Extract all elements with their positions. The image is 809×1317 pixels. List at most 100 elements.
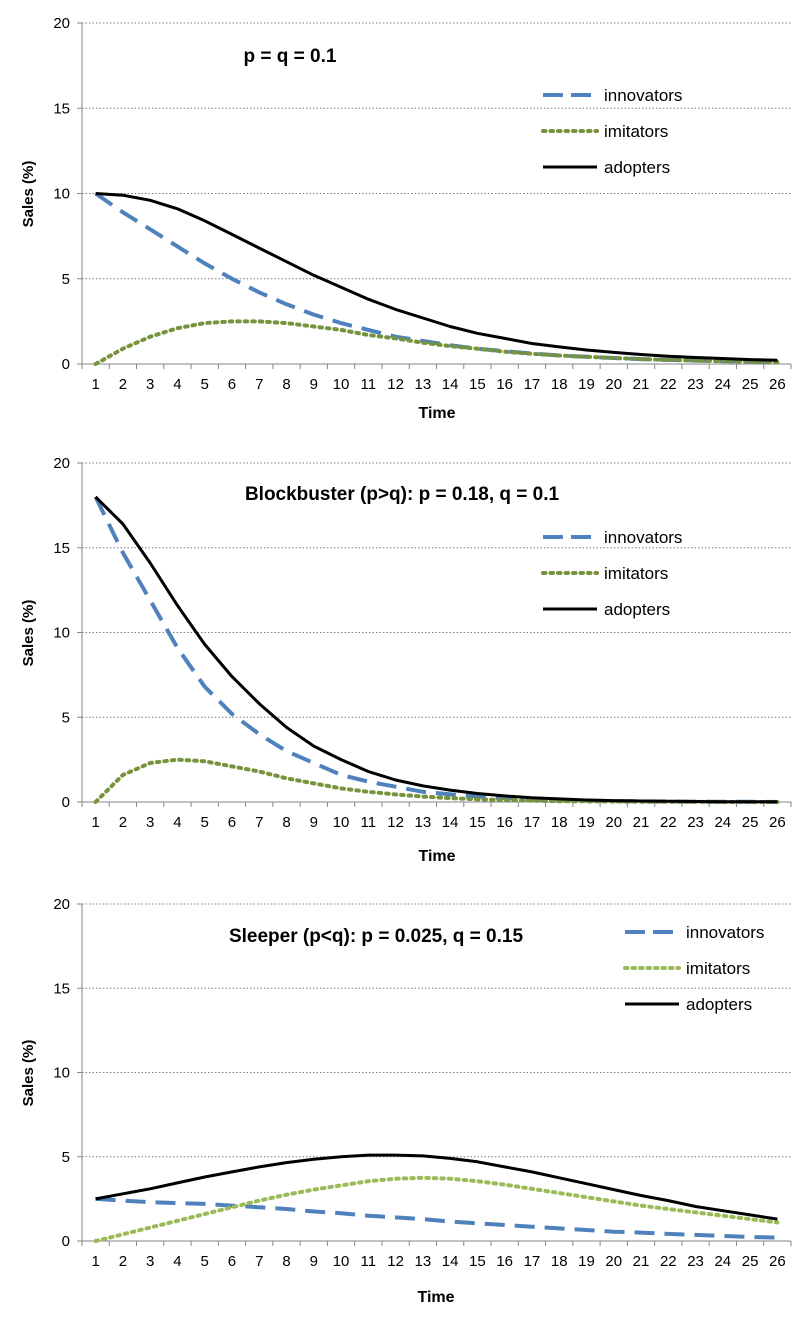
y-tick-label: 0 [62, 1233, 70, 1250]
x-tick-label: 10 [333, 376, 350, 393]
x-tick-label: 15 [469, 376, 486, 393]
x-tick-label: 7 [255, 1253, 263, 1270]
x-tick-label: 9 [310, 1253, 318, 1270]
y-tick-label: 15 [53, 540, 70, 557]
y-tick-label: 10 [53, 1065, 70, 1082]
x-tick-label: 26 [769, 376, 786, 393]
legend-label-imitators: imitators [604, 564, 668, 583]
x-tick-label: 9 [310, 376, 318, 393]
chart-1-ylabel: Sales (%) [20, 161, 37, 228]
x-tick-label: 16 [496, 1253, 513, 1270]
y-tick-label: 0 [62, 356, 70, 373]
y-tick-label: 10 [53, 186, 70, 203]
legend-label-innovators: innovators [686, 923, 764, 942]
chart-3-xlabel: Time [417, 1289, 454, 1306]
x-tick-label: 5 [201, 376, 209, 393]
chart-3-title: Sleeper (p<q): p = 0.025, q = 0.15 [229, 926, 524, 947]
y-tick-label: 5 [62, 271, 70, 288]
chart-2-series [93, 495, 780, 804]
chart-2-xlabel: Time [418, 848, 455, 865]
chart-2-legend: innovators imitators adopters [541, 528, 682, 619]
chart-1-xlabel: Time [418, 405, 455, 422]
chart-3-xticks: 1 2 3 4 5 6 7 8 9 10 11 12 13 14 15 16 17 18 19 20 21 22 23 24 2… [91, 1253, 785, 1270]
x-tick-label: 1 [91, 814, 99, 831]
x-tick-label: 13 [415, 376, 432, 393]
series-line-imitators [93, 319, 780, 366]
x-tick-label: 12 [387, 814, 404, 831]
chart-1-series [93, 191, 780, 366]
x-tick-label: 25 [742, 814, 759, 831]
x-tick-label: 11 [361, 1253, 377, 1270]
chart-3-ylabel: Sales (%) [20, 1040, 37, 1107]
x-tick-label: 21 [633, 376, 650, 393]
x-tick-label: 3 [146, 1253, 154, 1270]
x-tick-label: 6 [228, 376, 236, 393]
x-tick-label: 23 [687, 814, 704, 831]
series-line-adopters [95, 1153, 778, 1221]
x-tick-label: 5 [201, 1253, 209, 1270]
series-line-imitators [93, 757, 780, 804]
x-tick-label: 13 [415, 1253, 432, 1270]
chart-2-xticks: 1 2 3 4 5 6 7 8 9 10 11 12 13 14 15 16 17 18 19 20 21 22 23 24 2… [91, 814, 785, 831]
chart-1-legend: innovators imitators adopters [541, 86, 682, 177]
y-tick-label: 15 [53, 100, 70, 117]
series-line-adopters [94, 495, 778, 804]
x-tick-label: 3 [146, 376, 154, 393]
x-tick-label: 19 [578, 814, 595, 831]
x-tick-label: 1 [91, 1253, 99, 1270]
chart-2-axes [77, 462, 792, 807]
x-tick-label: 13 [415, 814, 432, 831]
x-tick-label: 17 [524, 1253, 541, 1270]
legend-label-innovators: innovators [604, 86, 682, 105]
x-tick-label: 3 [146, 814, 154, 831]
x-tick-label: 21 [633, 814, 650, 831]
x-tick-label: 24 [714, 814, 731, 831]
x-tick-label: 25 [742, 376, 759, 393]
x-tick-label: 2 [119, 1253, 127, 1270]
legend-label-innovators: innovators [604, 528, 682, 547]
chart-1-title: p = q = 0.1 [244, 46, 337, 67]
x-tick-label: 19 [578, 376, 595, 393]
x-tick-label: 14 [442, 376, 459, 393]
x-tick-label: 17 [524, 376, 541, 393]
chart-1-yticks: 0 5 10 15 20 [53, 15, 70, 373]
x-tick-label: 23 [687, 1253, 704, 1270]
x-tick-label: 24 [714, 376, 731, 393]
x-tick-label: 10 [333, 814, 350, 831]
x-tick-label: 24 [714, 1253, 731, 1270]
x-tick-label: 14 [442, 814, 459, 831]
x-tick-label: 2 [119, 376, 127, 393]
x-tick-label: 22 [660, 1253, 677, 1270]
y-tick-label: 20 [53, 896, 70, 913]
legend-label-adopters: adopters [604, 158, 670, 177]
x-tick-label: 12 [387, 376, 404, 393]
x-tick-label: 26 [769, 814, 786, 831]
y-tick-label: 20 [53, 15, 70, 32]
x-tick-label: 25 [742, 1253, 759, 1270]
series-line-innovators [95, 1196, 778, 1240]
x-tick-label: 5 [201, 814, 209, 831]
legend-label-adopters: adopters [604, 600, 670, 619]
x-tick-label: 6 [228, 814, 236, 831]
x-tick-label: 22 [660, 814, 677, 831]
x-tick-label: 12 [387, 1253, 404, 1270]
x-tick-label: 17 [524, 814, 541, 831]
x-tick-label: 8 [282, 814, 290, 831]
legend-label-imitators: imitators [604, 122, 668, 141]
x-tick-label: 22 [660, 376, 677, 393]
x-tick-label: 18 [551, 814, 568, 831]
chart-panel-3: 0 5 10 15 20 1 2 3 4 5 6 7 8 9 10 11 12 13 14 15 16 17 18 19 20… [0, 880, 809, 1312]
y-tick-label: 15 [53, 980, 70, 997]
x-tick-label: 8 [282, 376, 290, 393]
series-line-adopters [95, 192, 778, 362]
x-tick-label: 26 [769, 1253, 786, 1270]
y-tick-label: 5 [62, 709, 70, 726]
x-tick-label: 20 [605, 376, 622, 393]
x-tick-label: 7 [255, 814, 263, 831]
chart-1-grid [82, 22, 791, 280]
x-tick-label: 16 [496, 376, 513, 393]
x-tick-label: 18 [551, 1253, 568, 1270]
x-tick-label: 15 [469, 1253, 486, 1270]
chart-2-grid [82, 462, 791, 718]
